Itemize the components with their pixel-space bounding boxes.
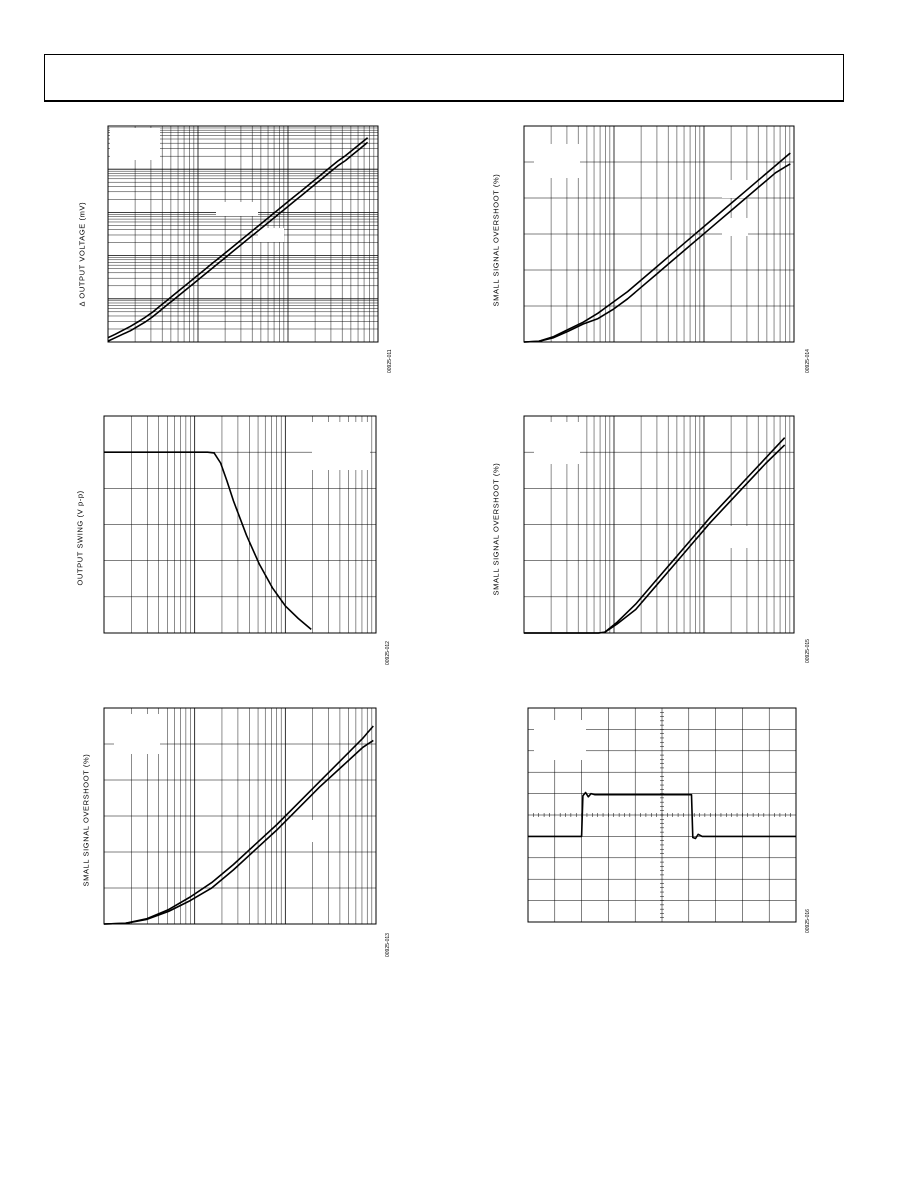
fig11-label-box [216, 202, 258, 216]
fig15-svg [523, 415, 795, 634]
fig13-series-1 [103, 725, 374, 925]
fig11-series-1 [107, 141, 369, 342]
fig12-ylabel: OUTPUT SWING (V p-p) [75, 490, 85, 586]
fig15-label-box [722, 526, 748, 548]
fig11-grid [107, 126, 378, 343]
fig11-svg [107, 125, 379, 343]
fig16-label-box [534, 720, 586, 760]
fig16-frame [527, 707, 797, 923]
fig13-label-box [302, 820, 328, 842]
fig12-plot [103, 415, 377, 634]
fig16-series-1 [528, 791, 796, 840]
fig12-code: 00925-012 [385, 641, 391, 665]
fig14-ylabel: SMALL SIGNAL OVERSHOOT (%) [491, 173, 501, 307]
fig13-label-box [114, 714, 160, 754]
fig14-plot [523, 125, 795, 343]
fig11-code: 00925-011 [387, 349, 393, 373]
fig16-code: 00925-016 [805, 909, 811, 933]
fig12-label-box [312, 422, 370, 470]
fig11-frame [107, 125, 379, 343]
fig14-label-box [722, 218, 748, 236]
fig15-series-2 [524, 444, 786, 634]
fig14-label-box [722, 180, 748, 198]
fig11-ylabel: Δ OUTPUT VOLTAGE (mV) [77, 201, 87, 307]
fig15-frame [523, 415, 795, 634]
fig11-label-box [258, 228, 284, 242]
fig14-series-1 [523, 152, 791, 343]
fig13-ylabel: SMALL SIGNAL OVERSHOOT (%) [81, 753, 91, 887]
fig14-code: 00925-014 [805, 349, 811, 373]
fig14-label-box [534, 144, 580, 178]
fig13-frame [103, 707, 377, 925]
fig16-svg [527, 707, 797, 923]
fig15-label-box [534, 422, 580, 464]
fig14-svg [523, 125, 795, 343]
fig13-series-2 [103, 739, 374, 925]
fig13-code: 00925-013 [385, 933, 391, 957]
fig15-code: 00925-015 [805, 639, 811, 663]
page-header-box [44, 54, 844, 102]
fig13-svg [103, 707, 377, 925]
fig11-label-box [110, 128, 160, 160]
fig13-plot [103, 707, 377, 925]
fig14-series-2 [523, 163, 791, 343]
fig11-series-2 [107, 137, 369, 339]
fig12-series-1 [104, 451, 312, 631]
fig14-frame [523, 125, 795, 343]
fig12-svg [103, 415, 377, 634]
fig12-frame [103, 415, 377, 634]
fig12-grid [103, 415, 376, 634]
fig16-plot [527, 707, 797, 923]
fig15-plot [523, 415, 795, 634]
fig11-plot [107, 125, 379, 343]
fig15-ylabel: SMALL SIGNAL OVERSHOOT (%) [491, 462, 501, 596]
